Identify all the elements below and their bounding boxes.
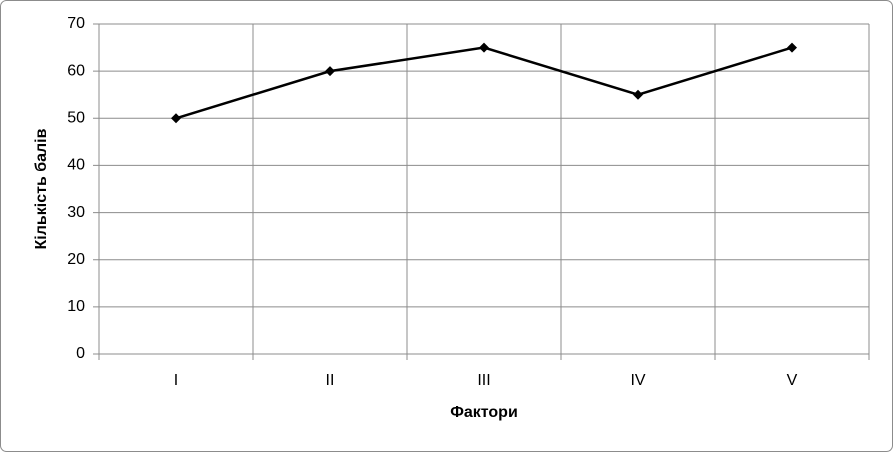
x-tick-label: II [326,372,335,389]
data-point [787,42,797,53]
data-point [171,113,181,124]
y-tick-label: 50 [67,110,85,127]
y-tick-label: 70 [67,15,85,32]
data-point [325,66,335,77]
y-tick-label: 40 [67,157,85,174]
y-tick-label: 10 [67,298,85,315]
x-tick-label: IV [630,372,645,389]
x-axis-title: Фактори [450,404,518,421]
y-tick-label: 30 [67,204,85,221]
data-point [479,42,489,53]
y-tick-label: 60 [67,62,85,79]
x-tick-label: V [787,372,798,389]
y-tick-label: 0 [76,345,85,362]
y-tick-label: 20 [67,251,85,268]
x-tick-label: I [174,372,178,389]
y-axis-title: Кількість балів [33,128,50,249]
x-tick-label: III [477,372,490,389]
data-point [633,89,643,100]
